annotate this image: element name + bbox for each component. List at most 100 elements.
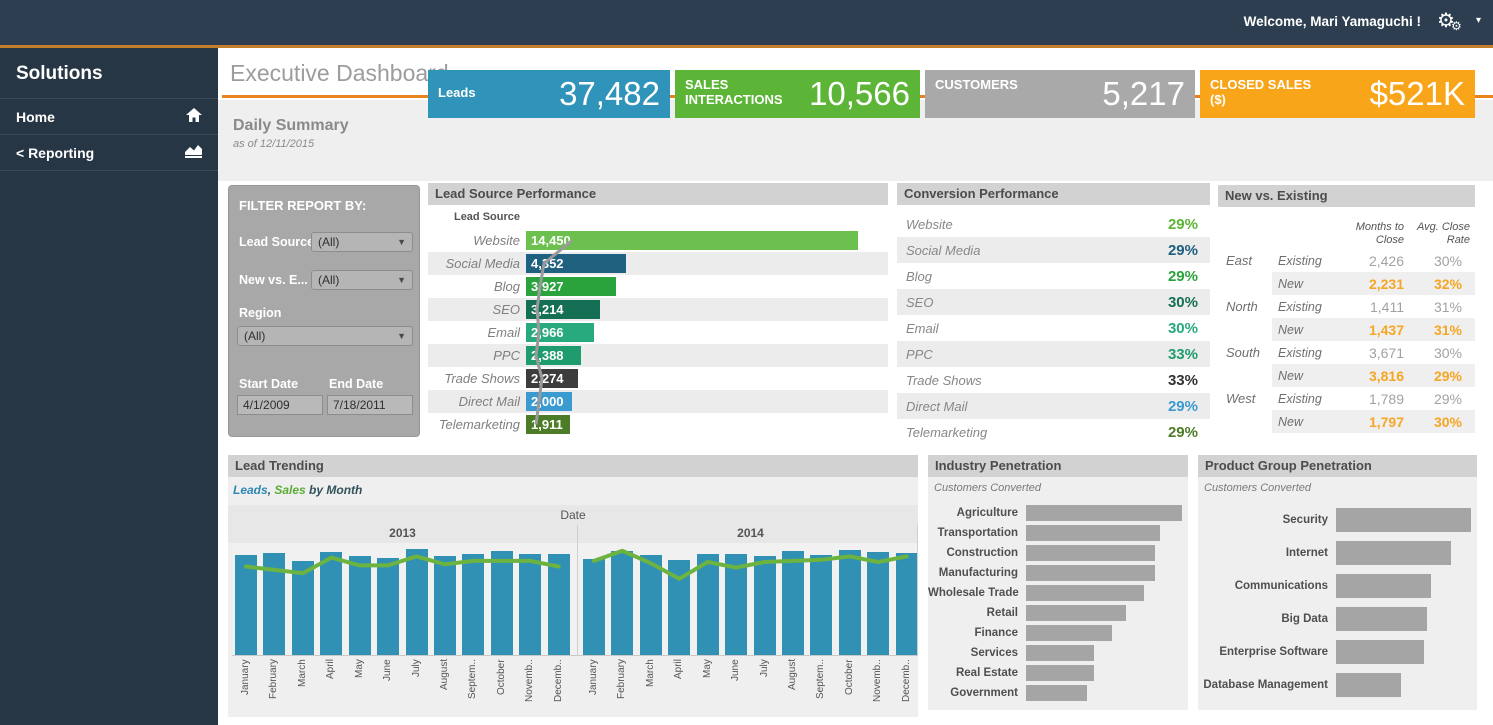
month-label: October	[844, 659, 855, 711]
kpi-card-closed-sales[interactable]: CLOSED SALES ($)$521K	[1200, 70, 1475, 118]
industry-label: Agriculture	[928, 507, 1026, 519]
industry-bar[interactable]	[1026, 625, 1112, 641]
lead-source-filter-dropdown[interactable]: (All) ▼	[311, 232, 413, 252]
sidebar-item-home[interactable]: Home	[0, 99, 218, 135]
industry-bar[interactable]	[1026, 645, 1094, 661]
industry-label: Wholesale Trade	[928, 587, 1026, 599]
region-filter-label: Region	[239, 306, 281, 320]
daily-summary-title: Daily Summary	[233, 117, 349, 135]
product-label: Database Management	[1198, 679, 1336, 691]
trending-leads-bar[interactable]	[462, 554, 484, 655]
new-vs-existing-row: New2,23132%	[1218, 272, 1475, 295]
lead-source-bar[interactable]: 2,274	[526, 369, 578, 388]
lead-source-bar[interactable]: 4,352	[526, 254, 626, 273]
industry-bar[interactable]	[1026, 605, 1126, 621]
lead-source-bar[interactable]: 2,000	[526, 392, 572, 411]
product-row: Security	[1198, 503, 1477, 536]
end-date-input[interactable]: 7/18/2011	[327, 395, 413, 415]
avg-close-rate-value: 29%	[1404, 391, 1468, 407]
trending-leads-bar[interactable]	[434, 556, 456, 655]
trending-leads-bar[interactable]	[263, 553, 285, 655]
industry-bar-chart: AgricultureTransportationConstructionMan…	[928, 503, 1188, 703]
trending-leads-bar[interactable]	[867, 552, 889, 655]
trending-leads-bar[interactable]	[406, 549, 428, 655]
kpi-value: 37,482	[559, 75, 660, 113]
product-bar[interactable]	[1336, 607, 1427, 631]
kpi-card-sales-interactions[interactable]: SALES INTERACTIONS10,566	[675, 70, 920, 118]
x-axis-line	[232, 655, 918, 656]
industry-bar[interactable]	[1026, 585, 1144, 601]
region-filter-dropdown[interactable]: (All) ▼	[237, 326, 413, 346]
lead-source-bar[interactable]: 3,214	[526, 300, 600, 319]
industry-bar[interactable]	[1026, 565, 1155, 581]
product-bar[interactable]	[1336, 673, 1401, 697]
customer-type-label: New	[1272, 415, 1342, 429]
trending-leads-bar[interactable]	[491, 551, 513, 655]
month-label: April	[673, 659, 684, 711]
trending-leads-bar[interactable]	[754, 556, 776, 655]
conversion-rate-value: 29%	[1168, 398, 1198, 415]
sidebar-item-reporting[interactable]: < Reporting	[0, 135, 218, 171]
customer-type-label: Existing	[1272, 392, 1342, 406]
customer-type-label: New	[1272, 277, 1342, 291]
month-label: April	[325, 659, 336, 711]
product-bar[interactable]	[1336, 541, 1451, 565]
end-date-label: End Date	[329, 377, 383, 391]
industry-bar[interactable]	[1026, 685, 1087, 701]
trending-leads-bar[interactable]	[782, 551, 804, 655]
avg-close-rate-value: 30%	[1404, 345, 1468, 361]
conversion-rate-value: 29%	[1168, 242, 1198, 259]
trending-leads-bar[interactable]	[320, 552, 342, 655]
product-bar[interactable]	[1336, 574, 1431, 598]
lead-source-bar[interactable]: 1,911	[526, 415, 570, 434]
product-bar[interactable]	[1336, 508, 1471, 532]
sidebar-title: Solutions	[0, 48, 218, 99]
bar-track	[1336, 508, 1477, 532]
trending-leads-bar[interactable]	[668, 560, 690, 655]
trending-leads-bar[interactable]	[583, 559, 605, 655]
trending-leads-bar[interactable]	[640, 555, 662, 655]
avg-close-rate-value: 29%	[1404, 368, 1468, 384]
trending-leads-bar[interactable]	[697, 554, 719, 655]
conversion-rate-value: 30%	[1168, 294, 1198, 311]
industry-bar[interactable]	[1026, 525, 1160, 541]
industry-penetration-panel: Industry Penetration Customers Converted…	[928, 455, 1188, 710]
new-vs-existing-filter-dropdown[interactable]: (All) ▼	[311, 270, 413, 290]
conversion-label: Social Media	[906, 243, 980, 258]
legend-sales: Sales	[274, 483, 305, 497]
industry-label: Services	[928, 647, 1026, 659]
trending-leads-bar[interactable]	[725, 554, 747, 655]
trending-leads-bar[interactable]	[349, 556, 371, 655]
lead-source-bar[interactable]: 3,927	[526, 277, 616, 296]
plot-area	[232, 543, 918, 655]
trending-leads-bar[interactable]	[611, 551, 633, 655]
trending-leads-bar[interactable]	[235, 555, 257, 655]
trending-leads-bar[interactable]	[377, 558, 399, 655]
industry-bar[interactable]	[1026, 505, 1182, 521]
lead-source-bar[interactable]: 2,388	[526, 346, 581, 365]
industry-bar[interactable]	[1026, 545, 1155, 561]
lead-source-row: Telemarketing1,911	[428, 413, 888, 436]
bar-value-label: 3,214	[526, 302, 564, 317]
trending-leads-bar[interactable]	[810, 555, 832, 655]
settings-menu-button[interactable]: ⚙ ⚙ ▾	[1437, 8, 1481, 38]
month-label: Decemb..	[553, 659, 564, 711]
bar-track	[1336, 673, 1477, 697]
start-date-input[interactable]: 4/1/2009	[237, 395, 323, 415]
trending-leads-bar[interactable]	[548, 554, 570, 655]
lead-source-bar[interactable]: 14,450	[526, 231, 858, 250]
product-bar[interactable]	[1336, 640, 1424, 664]
panel-title: Industry Penetration	[928, 455, 1188, 477]
welcome-text: Welcome, Mari Yamaguchi !	[1244, 14, 1421, 29]
industry-bar[interactable]	[1026, 665, 1094, 681]
avg-close-rate-value: 30%	[1404, 414, 1468, 430]
lead-source-bar[interactable]: 2,966	[526, 323, 594, 342]
trending-leads-bar[interactable]	[519, 554, 541, 655]
kpi-card-leads[interactable]: Leads37,482	[428, 70, 670, 118]
trending-leads-bar[interactable]	[292, 561, 314, 655]
lead-source-label: PPC	[428, 348, 526, 363]
panel-subtitle: Customers Converted	[934, 482, 1041, 494]
trending-leads-bar[interactable]	[839, 550, 861, 655]
kpi-card-customers[interactable]: CUSTOMERS5,217	[925, 70, 1195, 118]
trending-leads-bar[interactable]	[896, 553, 918, 655]
